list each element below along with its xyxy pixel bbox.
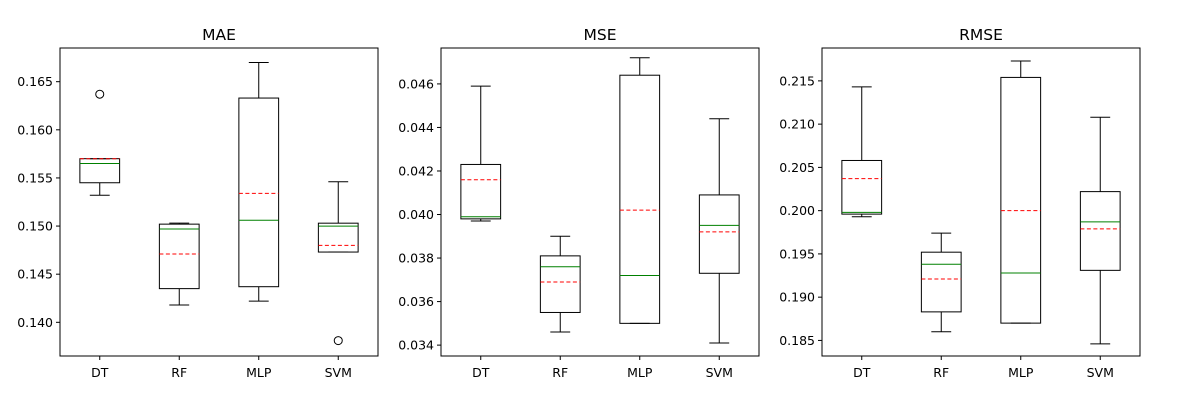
y-tick-label: 0.200: [779, 203, 815, 218]
y-tick-label: 0.195: [779, 246, 815, 261]
subplot-mae: MAE 0.140 0.145 0.150 0.155 0.160 0.165 DT RF ML…: [17, 26, 379, 380]
iqr-box: [920, 251, 962, 313]
box-dt: [841, 86, 883, 218]
x-tick-label: DT: [91, 365, 109, 380]
x-tick-label: RF: [933, 365, 949, 380]
box-svm: [698, 118, 740, 344]
y-tick-label: 0.165: [17, 74, 53, 89]
x-tick-label: DT: [853, 365, 871, 380]
outlier-point: [333, 336, 343, 346]
outlier-point: [95, 89, 105, 99]
iqr-box: [619, 74, 661, 324]
subplot-title: MAE: [202, 26, 236, 44]
iqr-box: [158, 223, 200, 290]
box-rf: [539, 235, 581, 333]
axes-frame: [440, 47, 760, 357]
x-tick-label: SVM: [1087, 365, 1114, 380]
iqr-box: [841, 159, 883, 215]
subplot-title: RMSE: [959, 26, 1003, 44]
y-tick-label: 0.036: [398, 294, 434, 309]
box-mlp: [238, 61, 280, 302]
box-mlp: [1000, 60, 1042, 324]
box-svm: [317, 181, 359, 346]
axes-frame: [59, 47, 379, 357]
y-tick-label: 0.215: [779, 73, 815, 88]
x-tick-label: RF: [552, 365, 568, 380]
iqr-box: [1000, 76, 1042, 324]
box-rf: [158, 222, 200, 306]
iqr-box: [317, 222, 359, 253]
y-tick-label: 0.044: [398, 120, 434, 135]
y-tick-label: 0.038: [398, 251, 434, 266]
subplot-rmse: RMSE 0.185 0.190 0.195 0.200 0.205 0.210 0.215…: [779, 26, 1141, 380]
y-tick-label: 0.145: [17, 267, 53, 282]
x-tick-label: SVM: [706, 365, 733, 380]
box-dt: [79, 89, 121, 196]
subplot-title: MSE: [583, 26, 616, 44]
x-tick-label: MLP: [246, 365, 272, 380]
y-tick-label: 0.040: [398, 207, 434, 222]
x-tick-label: MLP: [627, 365, 653, 380]
y-tick-label: 0.205: [779, 160, 815, 175]
box-rf: [920, 232, 962, 333]
box-mlp: [619, 57, 661, 324]
iqr-box: [1079, 191, 1121, 271]
iqr-box: [238, 97, 280, 288]
x-tick-label: RF: [171, 365, 187, 380]
iqr-box: [460, 163, 502, 220]
y-tick-label: 0.160: [17, 122, 53, 137]
iqr-box: [698, 194, 740, 274]
axes-frame: [821, 47, 1141, 357]
y-tick-label: 0.155: [17, 170, 53, 185]
y-tick-label: 0.140: [17, 315, 53, 330]
x-tick-label: MLP: [1008, 365, 1034, 380]
y-tick-label: 0.210: [779, 117, 815, 132]
y-tick-label: 0.042: [398, 163, 434, 178]
y-tick-label: 0.046: [398, 76, 434, 91]
y-tick-label: 0.034: [398, 338, 434, 353]
x-tick-label: DT: [472, 365, 490, 380]
y-tick-label: 0.190: [779, 290, 815, 305]
box-dt: [460, 85, 502, 222]
y-tick-label: 0.185: [779, 333, 815, 348]
iqr-box: [539, 255, 581, 313]
x-tick-label: SVM: [325, 365, 352, 380]
box-svm: [1079, 116, 1121, 345]
y-tick-label: 0.150: [17, 219, 53, 234]
subplot-mse: MSE 0.034 0.036 0.038 0.040 0.042 0.044 0.046 D…: [398, 26, 760, 380]
